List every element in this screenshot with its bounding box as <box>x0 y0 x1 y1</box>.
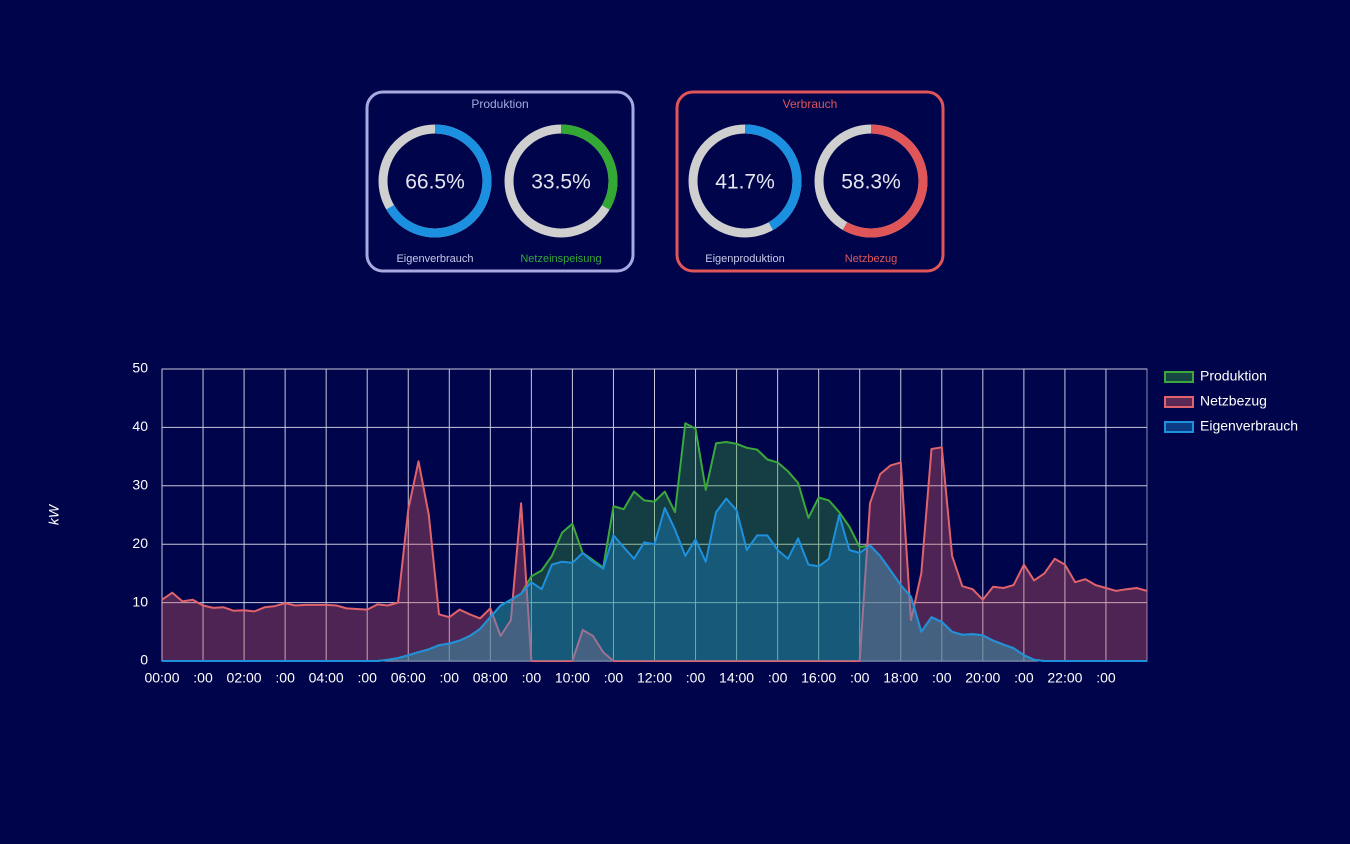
legend-label: Netzbezug <box>1200 393 1267 409</box>
area-fill <box>162 498 1147 661</box>
x-tick-label: :00 <box>193 670 213 686</box>
area-line <box>162 497 1147 662</box>
gauge-value: 33.5% <box>531 171 591 194</box>
x-tick-label: 16:00 <box>801 670 836 686</box>
gauge-arc <box>378 124 492 238</box>
y-axis-label: kW <box>46 503 62 525</box>
x-tick-label: :00 <box>440 670 460 686</box>
x-tick-label: 04:00 <box>309 670 344 686</box>
y-tick-label: 0 <box>140 652 148 668</box>
legend-swatch <box>1164 396 1194 408</box>
x-tick-label: 08:00 <box>473 670 508 686</box>
gauge-value: 66.5% <box>405 171 465 194</box>
x-tick-label: :00 <box>932 670 952 686</box>
legend-label: Eigenverbrauch <box>1200 418 1298 434</box>
x-tick-label: 10:00 <box>555 670 590 686</box>
legend-swatch <box>1164 371 1194 383</box>
gauge-arc <box>504 124 618 238</box>
x-tick-label: :00 <box>522 670 542 686</box>
area-line <box>161 446 1148 662</box>
gauge-value: 41.7% <box>715 171 775 194</box>
gauge-label: Netzeinspeisung <box>520 253 601 265</box>
x-tick-label: :00 <box>768 670 788 686</box>
legend-swatch <box>1164 421 1194 433</box>
x-tick-label: 18:00 <box>883 670 918 686</box>
gauge-arc <box>688 124 802 238</box>
gauge-label: Netzbezug <box>845 253 898 265</box>
y-tick-label: 40 <box>132 418 148 434</box>
x-tick-label: 06:00 <box>391 670 426 686</box>
x-tick-label: 14:00 <box>719 670 754 686</box>
x-tick-label: :00 <box>850 670 870 686</box>
y-tick-label: 10 <box>132 593 148 609</box>
panel-frame <box>675 90 945 273</box>
gauge-value: 58.3% <box>841 171 901 194</box>
panel-frame <box>365 90 635 273</box>
y-tick-label: 50 <box>132 360 148 376</box>
x-tick-label: 20:00 <box>965 670 1000 686</box>
x-tick-label: 00:00 <box>144 670 179 686</box>
x-tick-label: :00 <box>357 670 377 686</box>
x-tick-label: :00 <box>1014 670 1034 686</box>
x-tick-label: :00 <box>1096 670 1116 686</box>
x-tick-label: 22:00 <box>1047 670 1082 686</box>
x-tick-label: 02:00 <box>227 670 262 686</box>
gauge-label: Eigenproduktion <box>705 253 785 265</box>
gauge-label: Eigenverbrauch <box>396 253 473 265</box>
x-tick-label: :00 <box>686 670 706 686</box>
x-tick-label: :00 <box>275 670 295 686</box>
area-fill <box>162 447 1147 661</box>
y-tick-label: 30 <box>132 477 148 493</box>
x-tick-label: :00 <box>604 670 624 686</box>
panel-title: Verbrauch <box>783 97 838 111</box>
legend-label: Produktion <box>1200 368 1267 384</box>
panel-title: Produktion <box>471 97 528 111</box>
x-tick-label: 12:00 <box>637 670 672 686</box>
gauge-arc <box>814 124 928 238</box>
y-tick-label: 20 <box>132 535 148 551</box>
